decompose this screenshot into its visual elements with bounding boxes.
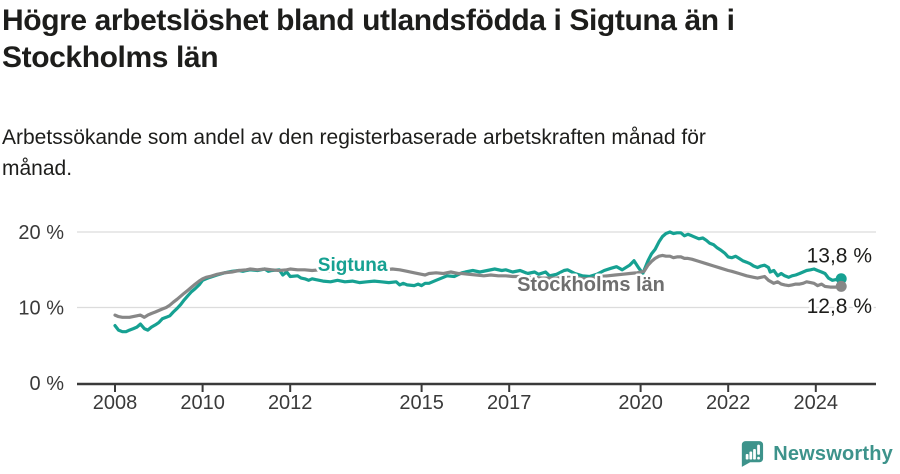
header: Högre arbetslöshet bland utlandsfödda i … bbox=[2, 0, 898, 76]
series-line-sigtuna bbox=[113, 230, 843, 334]
y-tick-label: 0 % bbox=[30, 373, 65, 395]
newsworthy-brand-text: Newsworthy bbox=[773, 442, 893, 465]
axis-tick-labels: 0 % 10 % 20 % 2008 2010 2012 2015 2017 2020 2022 2… bbox=[18, 222, 838, 414]
chart-title-line-1: Högre arbetslöshet bland utlandsfödda i … bbox=[2, 4, 735, 37]
x-tick-label: 2015 bbox=[399, 392, 444, 414]
series-line-stockholms-l-n bbox=[113, 253, 843, 319]
x-tick-label: 2010 bbox=[180, 392, 225, 414]
end-value-label-stockholms-l-n: 12,8 % bbox=[807, 295, 872, 318]
data-lines bbox=[113, 230, 843, 334]
series-label-stockholms-l-n: Stockholms län bbox=[517, 274, 665, 296]
footer-branding: Newsworthy bbox=[740, 440, 893, 468]
logo-bar-3 bbox=[753, 449, 757, 460]
x-tick-label: 2017 bbox=[487, 392, 532, 414]
logo-bar-2 bbox=[749, 451, 753, 460]
chart-subtitle: Arbetssökande som andel av den registerb… bbox=[2, 126, 706, 180]
x-axis bbox=[77, 382, 876, 392]
end-dot-stockholms-l-n bbox=[835, 280, 847, 292]
end-point-dots bbox=[835, 273, 847, 292]
y-tick-label: 20 % bbox=[18, 222, 64, 244]
series-label-sigtuna: Sigtuna bbox=[318, 255, 388, 276]
y-tick-label: 10 % bbox=[18, 298, 64, 320]
x-tick-label: 2012 bbox=[268, 392, 313, 414]
series-labels: Sigtuna 13,8 % Stockholms län 12,8 % bbox=[315, 242, 874, 321]
x-tick-label: 2008 bbox=[93, 392, 138, 414]
x-tick-label: 2022 bbox=[706, 392, 751, 414]
logo-exclamation-dot bbox=[757, 456, 761, 460]
chart-title-line-2: Stockholms län bbox=[2, 41, 219, 74]
chart-title: Högre arbetslöshet bland utlandsfödda i … bbox=[2, 0, 898, 76]
end-value-label-sigtuna: 13,8 % bbox=[807, 244, 872, 267]
logo-exclamation-mark bbox=[757, 444, 761, 455]
newsworthy-logo-icon bbox=[742, 441, 764, 467]
end-dot-sigtuna bbox=[835, 273, 847, 285]
logo-bar-1 bbox=[745, 454, 749, 460]
x-tick-label: 2020 bbox=[618, 392, 663, 414]
x-tick-label: 2024 bbox=[794, 392, 839, 414]
gridlines bbox=[77, 231, 876, 309]
